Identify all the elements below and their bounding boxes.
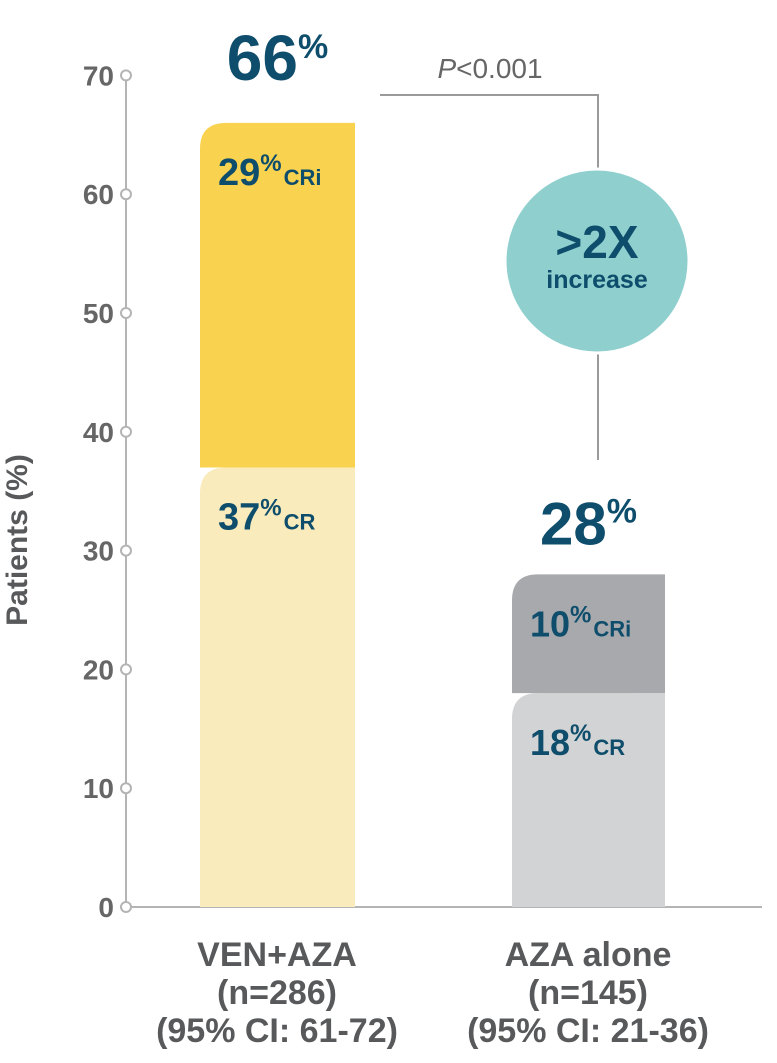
category-label-line: AZA alone: [505, 936, 672, 974]
segment-label: 37%CR: [218, 494, 316, 538]
y-tick-label: 20: [83, 654, 114, 685]
y-tick-mark: [120, 901, 132, 913]
y-axis: 0 10 20 30 40 50 60 70 Patients (%): [1, 60, 762, 923]
category-label-line: (95% CI: 21-36): [467, 1012, 709, 1050]
y-tick-mark: [120, 544, 132, 557]
callout-main-text: >2X: [555, 216, 638, 268]
category-labels: VEN+AZA(n=286)(95% CI: 61-72) AZA alone(n…: [156, 936, 709, 1050]
increase-callout-circle: [503, 167, 691, 355]
y-tick-mark: [120, 782, 132, 795]
y-tick-mark: [120, 425, 132, 438]
y-tick-mark: [120, 188, 132, 201]
significance-bracket: [380, 94, 599, 180]
bar-segment-cri: [200, 122, 355, 468]
y-tick-label: 10: [83, 773, 114, 804]
y-tick-label: 70: [83, 60, 114, 91]
y-tick-label: 30: [83, 536, 114, 567]
segment-label: 18%CR: [530, 720, 625, 763]
total-label: 66%: [227, 22, 328, 94]
category-label-line: VEN+AZA: [197, 936, 357, 974]
p-value-label: P<0.001: [437, 53, 542, 84]
y-axis-title: Patients (%): [1, 454, 34, 626]
segment-label: 29%CRi: [218, 150, 322, 194]
category-label-line: (95% CI: 61-72): [156, 1012, 398, 1050]
y-tick-label: 40: [83, 417, 114, 448]
bar-segment-cr: [200, 467, 355, 907]
segment-label: 10%CRi: [530, 601, 631, 644]
total-label: 28%: [540, 490, 637, 557]
bar-segment-cr: [512, 693, 665, 907]
y-tick-label: 50: [83, 298, 114, 329]
data-labels: 37%CR 29%CRi 66% 18%CR 10%CRi 28%: [218, 22, 637, 763]
bars: [200, 122, 665, 907]
y-tick-mark: [120, 307, 132, 319]
category-label-line: (n=286): [217, 974, 337, 1012]
y-tick-label: 0: [98, 892, 114, 923]
bar-segment-cri: [512, 574, 665, 694]
y-tick-mark: [120, 663, 132, 676]
y-tick-mark: [120, 69, 132, 82]
callout-sub-text: increase: [546, 266, 648, 294]
category-label-line: (n=145): [528, 974, 648, 1012]
y-tick-label: 60: [83, 179, 114, 210]
